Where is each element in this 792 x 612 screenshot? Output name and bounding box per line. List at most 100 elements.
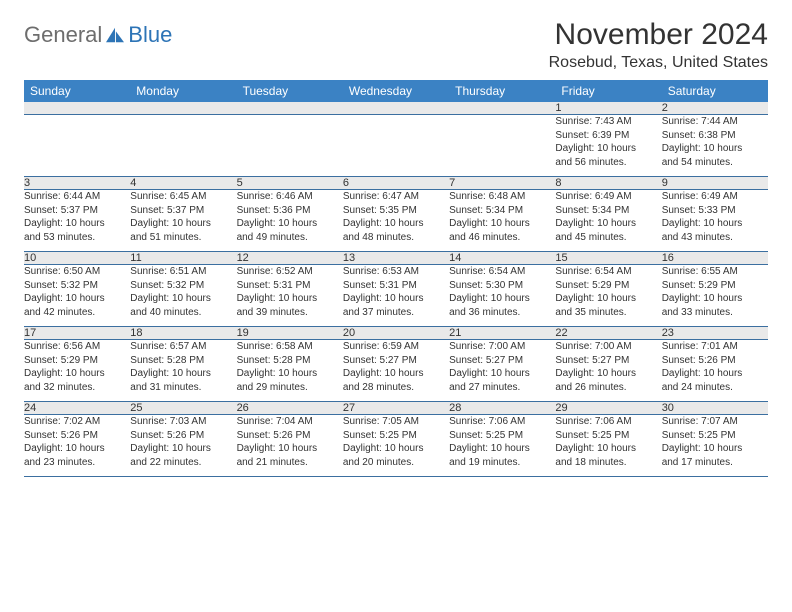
day-cell: Sunrise: 6:58 AMSunset: 5:28 PMDaylight:… (237, 340, 343, 402)
sunrise-text: Sunrise: 6:45 AM (130, 190, 236, 204)
col-sunday: Sunday (24, 80, 130, 102)
daynum-row: 3456789 (24, 177, 768, 190)
day-number: 4 (130, 177, 236, 190)
day-number: 7 (449, 177, 555, 190)
day1-text: Daylight: 10 hours (662, 142, 768, 156)
day-number: 6 (343, 177, 449, 190)
day-number: 20 (343, 327, 449, 340)
day-cell: Sunrise: 6:51 AMSunset: 5:32 PMDaylight:… (130, 265, 236, 327)
day-number: 21 (449, 327, 555, 340)
day-cell: Sunrise: 7:05 AMSunset: 5:25 PMDaylight:… (343, 415, 449, 477)
day-cell: Sunrise: 7:00 AMSunset: 5:27 PMDaylight:… (555, 340, 661, 402)
sunset-text: Sunset: 5:26 PM (130, 429, 236, 443)
sunset-text: Sunset: 5:31 PM (343, 279, 449, 293)
day1-text: Daylight: 10 hours (555, 442, 661, 456)
day-number: 2 (662, 102, 768, 115)
day1-text: Daylight: 10 hours (662, 292, 768, 306)
sunset-text: Sunset: 5:28 PM (237, 354, 343, 368)
sunrise-text: Sunrise: 7:43 AM (555, 115, 661, 129)
sunrise-text: Sunrise: 6:48 AM (449, 190, 555, 204)
day-cell (130, 115, 236, 177)
sunset-text: Sunset: 5:32 PM (130, 279, 236, 293)
day1-text: Daylight: 10 hours (24, 442, 130, 456)
sunset-text: Sunset: 5:32 PM (24, 279, 130, 293)
day-number (237, 102, 343, 115)
day-cell: Sunrise: 6:54 AMSunset: 5:30 PMDaylight:… (449, 265, 555, 327)
day2-text: and 32 minutes. (24, 381, 130, 395)
sunset-text: Sunset: 5:29 PM (555, 279, 661, 293)
col-tuesday: Tuesday (237, 80, 343, 102)
title-block: November 2024 Rosebud, Texas, United Sta… (549, 18, 768, 72)
day1-text: Daylight: 10 hours (24, 367, 130, 381)
day-number (130, 102, 236, 115)
daynum-row: 17181920212223 (24, 327, 768, 340)
day-cell: Sunrise: 7:01 AMSunset: 5:26 PMDaylight:… (662, 340, 768, 402)
day1-text: Daylight: 10 hours (237, 442, 343, 456)
day2-text: and 54 minutes. (662, 156, 768, 170)
day1-text: Daylight: 10 hours (130, 442, 236, 456)
sunrise-text: Sunrise: 6:59 AM (343, 340, 449, 354)
day2-text: and 40 minutes. (130, 306, 236, 320)
sunrise-text: Sunrise: 7:06 AM (555, 415, 661, 429)
data-row: Sunrise: 7:43 AMSunset: 6:39 PMDaylight:… (24, 115, 768, 177)
data-row: Sunrise: 6:44 AMSunset: 5:37 PMDaylight:… (24, 190, 768, 252)
day-number (24, 102, 130, 115)
day1-text: Daylight: 10 hours (662, 367, 768, 381)
day-number: 30 (662, 402, 768, 415)
day-cell: Sunrise: 6:45 AMSunset: 5:37 PMDaylight:… (130, 190, 236, 252)
day-cell: Sunrise: 7:02 AMSunset: 5:26 PMDaylight:… (24, 415, 130, 477)
sunrise-text: Sunrise: 6:54 AM (555, 265, 661, 279)
day2-text: and 19 minutes. (449, 456, 555, 470)
day2-text: and 42 minutes. (24, 306, 130, 320)
day-cell (24, 115, 130, 177)
day-number: 18 (130, 327, 236, 340)
day-cell: Sunrise: 6:56 AMSunset: 5:29 PMDaylight:… (24, 340, 130, 402)
sail-icon (104, 26, 126, 44)
sunrise-text: Sunrise: 6:52 AM (237, 265, 343, 279)
day1-text: Daylight: 10 hours (449, 217, 555, 231)
location-subtitle: Rosebud, Texas, United States (549, 54, 768, 72)
day-cell: Sunrise: 7:06 AMSunset: 5:25 PMDaylight:… (449, 415, 555, 477)
daynum-row: 12 (24, 102, 768, 115)
day1-text: Daylight: 10 hours (24, 217, 130, 231)
day-cell: Sunrise: 6:53 AMSunset: 5:31 PMDaylight:… (343, 265, 449, 327)
sunset-text: Sunset: 5:28 PM (130, 354, 236, 368)
sunrise-text: Sunrise: 6:53 AM (343, 265, 449, 279)
day1-text: Daylight: 10 hours (237, 217, 343, 231)
day-cell: Sunrise: 7:00 AMSunset: 5:27 PMDaylight:… (449, 340, 555, 402)
page-title: November 2024 (549, 18, 768, 52)
day2-text: and 22 minutes. (130, 456, 236, 470)
sunset-text: Sunset: 5:31 PM (237, 279, 343, 293)
day2-text: and 26 minutes. (555, 381, 661, 395)
day1-text: Daylight: 10 hours (555, 217, 661, 231)
sunset-text: Sunset: 5:26 PM (662, 354, 768, 368)
sunset-text: Sunset: 5:25 PM (343, 429, 449, 443)
day-cell: Sunrise: 6:59 AMSunset: 5:27 PMDaylight:… (343, 340, 449, 402)
sunrise-text: Sunrise: 6:49 AM (555, 190, 661, 204)
day1-text: Daylight: 10 hours (237, 292, 343, 306)
day1-text: Daylight: 10 hours (555, 142, 661, 156)
day2-text: and 24 minutes. (662, 381, 768, 395)
sunrise-text: Sunrise: 7:44 AM (662, 115, 768, 129)
day-number: 28 (449, 402, 555, 415)
day2-text: and 48 minutes. (343, 231, 449, 245)
day-number: 16 (662, 252, 768, 265)
day1-text: Daylight: 10 hours (130, 367, 236, 381)
daynum-row: 24252627282930 (24, 402, 768, 415)
day1-text: Daylight: 10 hours (555, 292, 661, 306)
col-saturday: Saturday (662, 80, 768, 102)
day-cell: Sunrise: 6:47 AMSunset: 5:35 PMDaylight:… (343, 190, 449, 252)
sunrise-text: Sunrise: 6:44 AM (24, 190, 130, 204)
day2-text: and 21 minutes. (237, 456, 343, 470)
data-row: Sunrise: 6:56 AMSunset: 5:29 PMDaylight:… (24, 340, 768, 402)
day-number: 5 (237, 177, 343, 190)
sunrise-text: Sunrise: 6:54 AM (449, 265, 555, 279)
data-row: Sunrise: 7:02 AMSunset: 5:26 PMDaylight:… (24, 415, 768, 477)
day2-text: and 56 minutes. (555, 156, 661, 170)
data-row: Sunrise: 6:50 AMSunset: 5:32 PMDaylight:… (24, 265, 768, 327)
sunset-text: Sunset: 5:25 PM (449, 429, 555, 443)
day1-text: Daylight: 10 hours (449, 367, 555, 381)
day-cell: Sunrise: 6:44 AMSunset: 5:37 PMDaylight:… (24, 190, 130, 252)
day1-text: Daylight: 10 hours (130, 217, 236, 231)
day2-text: and 35 minutes. (555, 306, 661, 320)
